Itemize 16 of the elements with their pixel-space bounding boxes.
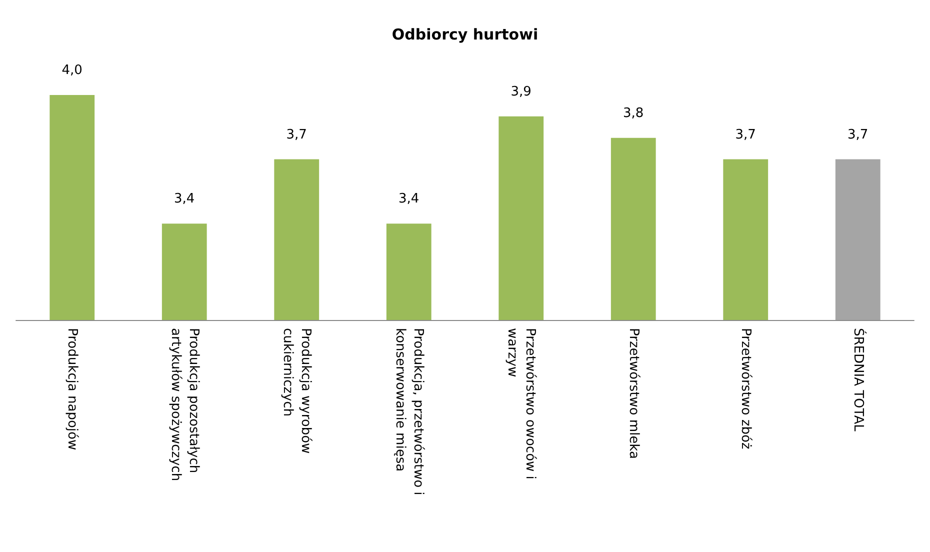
x-tick-label: Przetwórstwo owoców i warzyw bbox=[504, 328, 538, 480]
data-label: 4,0 bbox=[62, 63, 82, 78]
data-label: 3,7 bbox=[735, 127, 756, 142]
x-tick-label: ŚREDNIA TOTAL bbox=[850, 328, 868, 432]
data-label: 3,4 bbox=[174, 192, 195, 207]
x-tick-label: Produkcja pozostałych artykułów spożywczych bbox=[168, 328, 201, 482]
data-label: 3,7 bbox=[848, 127, 868, 142]
data-label: 3,7 bbox=[286, 127, 307, 142]
x-tick-label: Przetwórstwo zbóż bbox=[738, 328, 754, 450]
data-label: 3,8 bbox=[623, 106, 644, 121]
x-tick-label: Przetwórstwo mleka bbox=[626, 328, 641, 459]
data-label: 3,9 bbox=[510, 84, 532, 100]
chart-title: Odbiorcy hurtowi bbox=[392, 26, 538, 44]
x-tick-label: Produkcja wyrobów cukierniczych bbox=[280, 328, 314, 454]
data-label: 3,4 bbox=[398, 192, 420, 207]
x-tick-label: Produkcja napojów bbox=[64, 328, 80, 450]
